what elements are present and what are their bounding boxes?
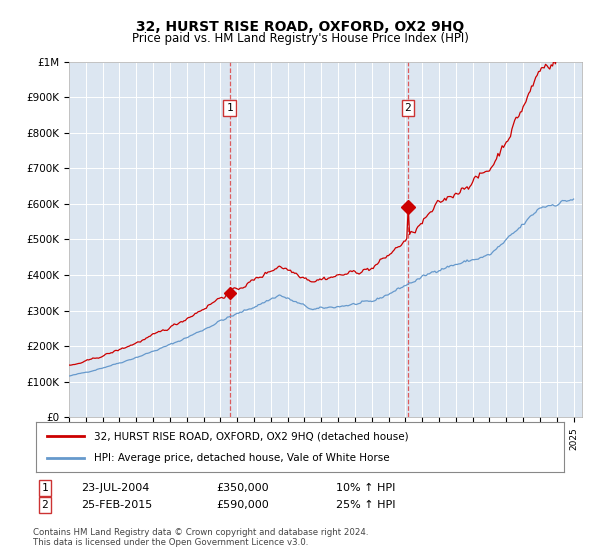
Text: Price paid vs. HM Land Registry's House Price Index (HPI): Price paid vs. HM Land Registry's House … (131, 32, 469, 45)
Text: 2: 2 (404, 103, 411, 113)
Text: 10% ↑ HPI: 10% ↑ HPI (336, 483, 395, 493)
Text: 32, HURST RISE ROAD, OXFORD, OX2 9HQ: 32, HURST RISE ROAD, OXFORD, OX2 9HQ (136, 20, 464, 34)
Text: 23-JUL-2004: 23-JUL-2004 (81, 483, 149, 493)
Text: £590,000: £590,000 (216, 500, 269, 510)
Text: 1: 1 (226, 103, 233, 113)
Text: 1: 1 (41, 483, 49, 493)
Text: 25-FEB-2015: 25-FEB-2015 (81, 500, 152, 510)
Text: Contains HM Land Registry data © Crown copyright and database right 2024.
This d: Contains HM Land Registry data © Crown c… (33, 528, 368, 547)
Text: HPI: Average price, detached house, Vale of White Horse: HPI: Average price, detached house, Vale… (94, 452, 390, 463)
Text: 2: 2 (41, 500, 49, 510)
Text: 32, HURST RISE ROAD, OXFORD, OX2 9HQ (detached house): 32, HURST RISE ROAD, OXFORD, OX2 9HQ (de… (94, 431, 409, 441)
Text: £350,000: £350,000 (216, 483, 269, 493)
Text: 25% ↑ HPI: 25% ↑ HPI (336, 500, 395, 510)
